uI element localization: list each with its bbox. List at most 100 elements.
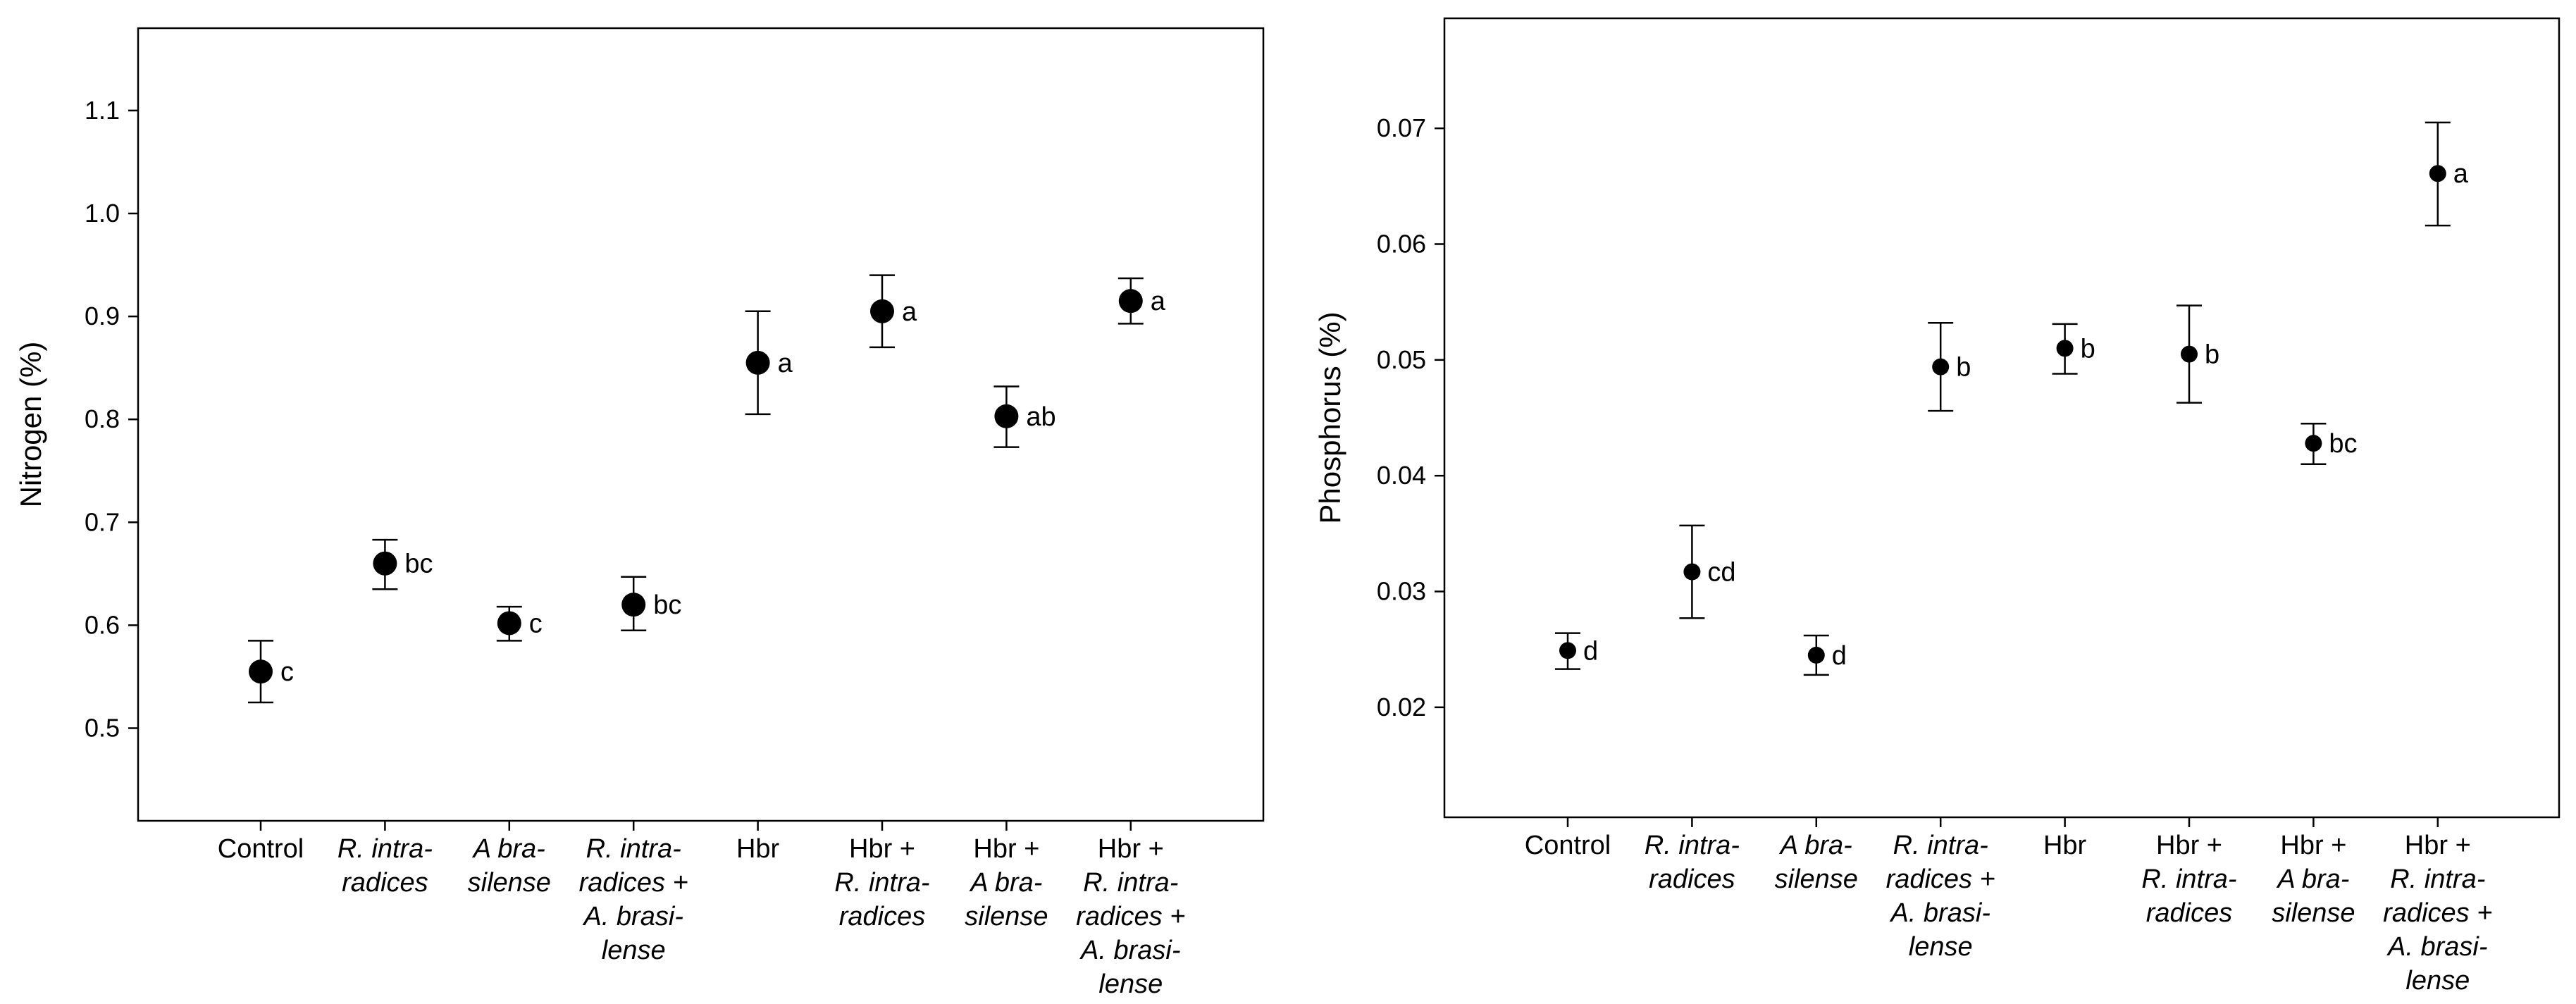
data-point — [2429, 165, 2446, 182]
significance-label: a — [902, 297, 917, 327]
significance-label: a — [778, 349, 793, 378]
x-tick-label: Control — [1525, 831, 1611, 860]
x-tick-label-line: silense — [2272, 898, 2355, 928]
x-tick-label-line: Control — [1525, 831, 1611, 860]
significance-label: bc — [404, 550, 433, 579]
data-point — [1932, 358, 1950, 376]
y-tick-label: 0.06 — [1377, 229, 1426, 258]
x-tick-label-line: A. brasi- — [582, 902, 683, 931]
data-point — [2305, 435, 2322, 452]
x-tick-label-line: Hbr + — [2280, 831, 2346, 860]
x-tick-label: Hbr + R. intra-radices + A. brasi-lense — [1076, 834, 1185, 999]
x-tick-label-line: radices — [1649, 864, 1735, 894]
x-tick-label-line: A bra- — [1779, 831, 1852, 860]
x-tick-label: Control — [218, 834, 304, 864]
data-point — [1807, 646, 1825, 664]
y-axis-label: Phosphorus (%) — [1313, 311, 1346, 523]
plot-frame — [1443, 17, 2560, 819]
y-axis-label: Nitrogen (%) — [14, 342, 47, 508]
data-point — [2056, 340, 2074, 357]
nitrogen-panel: 0.5 0.6 0.7 0.8 0.9 1.0 1.1 Nitrogen (%) Control… — [14, 27, 1265, 999]
data-point — [1559, 642, 1576, 659]
y-tick-label: 0.05 — [1377, 345, 1426, 374]
x-tick-label: A bra-silense — [1775, 831, 1858, 894]
y-tick-label: 0.9 — [85, 302, 120, 330]
x-tick-label-line: A. brasi- — [1079, 936, 1180, 965]
x-tick-label-line: silense — [1775, 864, 1858, 894]
data-point — [497, 611, 521, 636]
significance-label: b — [1956, 353, 1971, 383]
x-tick-label: R. intra-radices + A. brasi-lense — [1886, 831, 1995, 962]
plot-frame — [137, 27, 1265, 822]
y-tick-label: 1.1 — [85, 96, 120, 125]
x-tick-label-line: radices — [839, 902, 926, 931]
y-tick-label: 0.8 — [85, 404, 120, 433]
x-tick-label: Hbr + A bra-silense — [2272, 831, 2355, 928]
data-point — [621, 593, 646, 617]
x-tick-label-line: R. intra- — [586, 834, 681, 864]
x-tick-label: Hbr — [2043, 831, 2087, 860]
data-point — [1683, 563, 1701, 581]
y-tick-label: 0.07 — [1377, 113, 1426, 142]
x-tick-label-line: R. intra- — [1083, 868, 1178, 898]
x-tick-label: R. intra-radices — [1645, 831, 1740, 894]
y-tick-label: 1.0 — [85, 199, 120, 228]
x-tick-label-line: R. intra- — [338, 834, 433, 864]
x-tick-label-line: radices — [342, 868, 428, 898]
x-tick-label-line: Hbr + — [2156, 831, 2222, 860]
significance-label: d — [1583, 636, 1598, 666]
x-tick-label-line: A bra- — [2276, 864, 2349, 894]
x-tick-label-line: A bra- — [969, 868, 1042, 898]
significance-label: a — [1151, 287, 1166, 316]
x-tick-label-line: Hbr + — [2405, 831, 2471, 860]
significance-label: ab — [1026, 402, 1055, 432]
significance-label: b — [2205, 340, 2219, 370]
y-tick-label: 0.03 — [1377, 577, 1426, 606]
x-tick-label-line: radices — [2146, 898, 2233, 928]
x-tick-label-line: R. intra- — [2141, 864, 2236, 894]
significance-label: bc — [2329, 429, 2357, 459]
x-tick-label-line: silense — [965, 902, 1048, 931]
x-tick-label: Hbr + R. intra-radices — [834, 834, 929, 931]
significance-label: a — [2453, 159, 2469, 189]
x-tick-label-line: Hbr + — [849, 834, 915, 864]
y-tick-label: 0.7 — [85, 507, 120, 536]
y-tick-label: 0.6 — [85, 610, 120, 639]
data-point — [994, 404, 1019, 428]
significance-label: cd — [1707, 558, 1735, 588]
x-tick-label-line: radices + — [1886, 864, 1995, 894]
data-point — [870, 299, 894, 323]
x-tick-label-line: R. intra- — [2390, 864, 2485, 894]
x-tick-label-line: R. intra- — [834, 868, 929, 898]
data-point — [249, 659, 273, 684]
x-tick-label-line: Hbr + — [1098, 834, 1164, 864]
y-tick-label: 0.5 — [85, 714, 120, 743]
x-tick-label-line: lense — [1098, 969, 1163, 999]
x-tick-label: R. intra-radices + A. brasi-lense — [579, 834, 688, 965]
x-tick-label-line: Hbr — [2043, 831, 2087, 860]
x-tick-label-line: R. intra- — [1645, 831, 1740, 860]
y-tick-label: 0.04 — [1377, 461, 1426, 490]
x-tick-label-line: Hbr + — [973, 834, 1039, 864]
significance-label: d — [1832, 641, 1847, 671]
x-tick-label-line: Hbr — [736, 834, 780, 864]
x-tick-label-line: lense — [2405, 966, 2470, 996]
significance-label: c — [280, 657, 294, 687]
x-tick-label: Hbr + R. intra-radices + A. brasi-lense — [2383, 831, 2492, 996]
x-tick-label: Hbr + R. intra-radices — [2141, 831, 2236, 928]
data-point — [373, 551, 397, 576]
x-tick-label-line: radices + — [1076, 902, 1185, 931]
x-tick-label: Hbr — [736, 834, 780, 864]
x-tick-label-line: R. intra- — [1893, 831, 1988, 860]
x-tick-label-line: A bra- — [472, 834, 545, 864]
x-tick-label-line: A. brasi- — [2386, 932, 2487, 962]
x-tick-label: R. intra-radices — [338, 834, 433, 898]
x-tick-label-line: silense — [468, 868, 551, 898]
x-tick-label-line: radices + — [2383, 898, 2492, 928]
x-tick-label-line: Control — [218, 834, 304, 864]
data-point — [2181, 345, 2198, 363]
x-tick-label-line: lense — [602, 936, 666, 965]
x-tick-label: A bra-silense — [468, 834, 551, 898]
x-tick-label-line: lense — [1909, 932, 1973, 962]
